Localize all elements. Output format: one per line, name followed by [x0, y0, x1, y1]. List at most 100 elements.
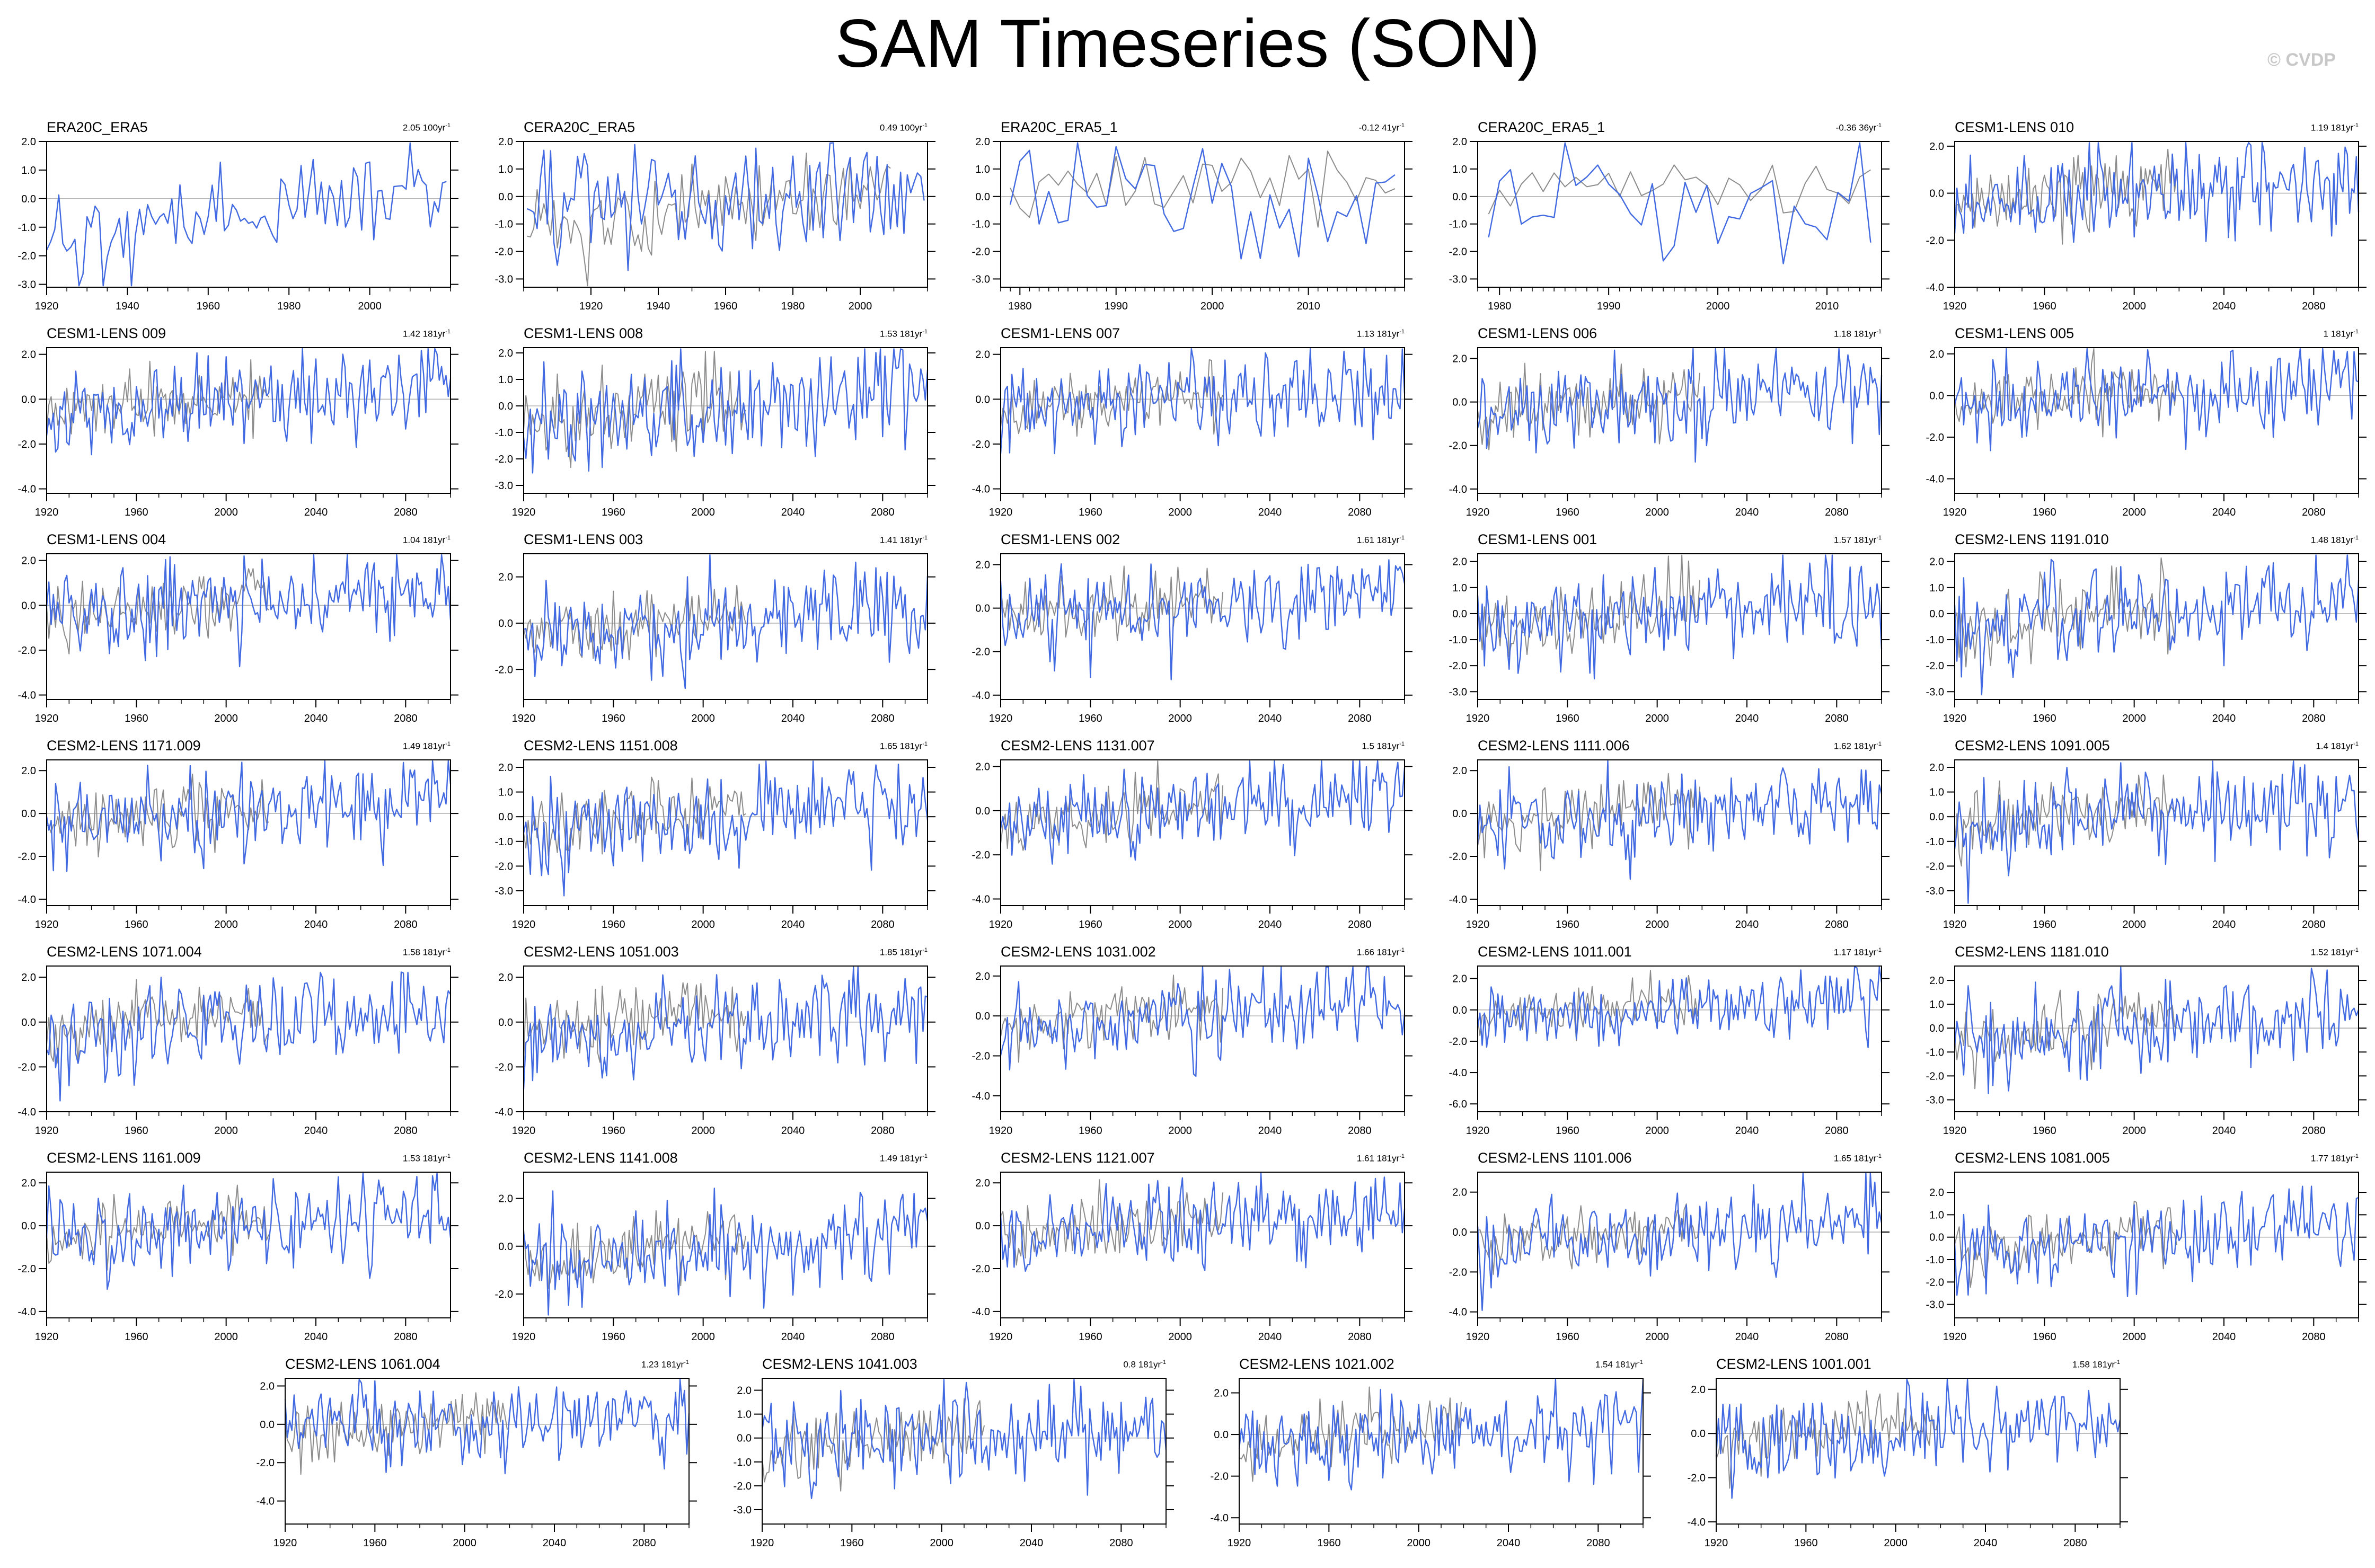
model-series-line [1488, 142, 1871, 264]
x-tick-label: 2080 [1825, 713, 1849, 724]
y-tick-label: 0.0 [1452, 808, 1467, 820]
y-tick-label: -2.0 [1926, 235, 1944, 246]
y-tick-label: 0.0 [498, 811, 513, 823]
observed-series-line [46, 773, 269, 857]
panel-title: CESM2-LENS 1191.010 [1955, 531, 2109, 547]
model-series-line [1477, 760, 1883, 880]
y-tick-label: 0.0 [498, 191, 513, 203]
observed-series-line [523, 982, 747, 1064]
y-tick-label: 0.0 [975, 1011, 990, 1022]
x-tick-label: 2000 [1645, 919, 1669, 931]
y-tick-label: -2.0 [1926, 432, 1944, 444]
y-tick-label: 2.0 [21, 1177, 36, 1189]
x-tick-label: 2000 [2122, 1331, 2146, 1343]
trend-value: 1.58 181yr [2072, 1359, 2115, 1370]
panel-trend-label: 1.77 181yr-1 [2311, 1153, 2359, 1164]
timeseries-plot: 1920 1940 1960 1980 2000 2.0 1.0 0.0 -1.0 -2.0 -3.… [18, 136, 458, 312]
chart-panel: CESM2-LENS 1121.007 1.61 181yr-1 1920 1960 2… [972, 1150, 1412, 1343]
trend-unit-exponent: -1 [922, 122, 928, 129]
x-tick-label: 1960 [1794, 1537, 1818, 1549]
trend-unit-exponent: -1 [2353, 1153, 2359, 1159]
trend-value: 1.61 181yr [1356, 1153, 1400, 1164]
y-tick-label: 1.0 [1452, 164, 1467, 175]
plot-frame [46, 965, 451, 1112]
x-tick-label: 1960 [602, 1331, 625, 1343]
panel-title: CESM2-LENS 1031.002 [1001, 944, 1156, 960]
y-tick-label: -6.0 [1449, 1099, 1467, 1110]
timeseries-plot: 1920 1960 2000 2040 2080 2.0 0.0 -2.0 -4.0 [972, 759, 1412, 931]
plot-frame [1477, 965, 1882, 1112]
y-tick-label: -3.0 [18, 279, 36, 291]
x-tick-label: 1960 [1079, 713, 1102, 724]
y-tick-label: 2.0 [1929, 349, 1944, 360]
y-tick-label: 0.0 [1214, 1429, 1229, 1441]
trend-value: -0.36 36yr [1835, 122, 1877, 133]
y-tick-label: 2.0 [1929, 762, 1944, 774]
y-tick-label: -4.0 [1926, 282, 1944, 294]
observed-series-line [523, 351, 746, 468]
observed-series-line [1954, 774, 2178, 867]
x-tick-label: 2000 [1168, 713, 1192, 724]
x-tick-label: 1960 [1079, 507, 1102, 518]
y-tick-label: -1.0 [1926, 836, 1944, 848]
y-tick-label: 2.0 [21, 972, 36, 984]
y-tick-label: -1.0 [18, 222, 36, 234]
y-tick-label: 0.0 [1452, 1227, 1467, 1238]
plot-frame [1477, 1172, 1882, 1318]
x-tick-label: 1920 [989, 919, 1013, 931]
x-tick-label: 2040 [304, 1331, 328, 1343]
model-series-line [1000, 348, 1406, 455]
x-tick-label: 2080 [1348, 713, 1372, 724]
x-tick-label: 1920 [989, 1125, 1013, 1137]
y-tick-label: -1.0 [1926, 1254, 1944, 1266]
trend-unit-exponent: -1 [445, 329, 451, 335]
trend-value: 0.8 181yr [1123, 1359, 1161, 1370]
chart-panel: CESM2-LENS 1031.002 1.66 181yr-1 1920 1960 2… [972, 944, 1412, 1137]
timeseries-plot: 1920 1960 2000 2040 2080 2.0 0.0 -2.0 -4.0 [1926, 141, 2367, 312]
timeseries-plot: 1920 1960 2000 2040 2080 2.0 0.0 -2.0 -4.0 [972, 347, 1412, 518]
timeseries-plot: 1920 1960 2000 2040 2080 2.0 0.0 -2.0 -4.0 [1688, 1378, 2128, 1549]
y-tick-label: -2.0 [1449, 1266, 1467, 1278]
x-tick-label: 1920 [512, 713, 536, 724]
trend-value: 1.49 181yr [879, 1153, 923, 1164]
model-series-line [1715, 1378, 2121, 1499]
y-tick-label: -2.0 [1449, 1036, 1467, 1048]
x-tick-label: 1920 [1943, 300, 1967, 312]
y-tick-label: 2.0 [1929, 556, 1944, 568]
x-tick-label: 2040 [2212, 919, 2236, 931]
y-tick-label: -3.0 [1926, 1094, 1944, 1106]
y-tick-label: -2.0 [972, 1051, 990, 1062]
y-tick-label: -4.0 [1926, 474, 1944, 485]
x-tick-label: 1920 [1943, 1331, 1967, 1343]
y-tick-label: 0.0 [1929, 390, 1944, 402]
x-tick-label: 1980 [1488, 300, 1512, 312]
y-tick-label: -2.0 [18, 1061, 36, 1073]
trend-value: -0.12 41yr [1358, 122, 1400, 133]
trend-unit-exponent: -1 [1876, 741, 1882, 747]
plot-frame [1000, 553, 1405, 700]
y-tick-label: 2.0 [498, 972, 513, 984]
x-tick-label: 1960 [2033, 300, 2056, 312]
trend-value: 1.58 181yr [402, 947, 446, 958]
panel-trend-label: 1.62 181yr-1 [1834, 741, 1882, 752]
trend-unit-exponent: -1 [1876, 122, 1882, 129]
x-tick-label: 1980 [277, 300, 301, 312]
x-tick-label: 1920 [989, 507, 1013, 518]
page-title: SAM Timeseries (SON) [835, 6, 1540, 82]
plot-frame [1239, 1378, 1644, 1525]
model-series-line [1954, 554, 2360, 696]
chart-panel: CESM2-LENS 1151.008 1.65 181yr-1 1920 1960 2… [495, 738, 935, 931]
panel-trend-label: 1.58 181yr-1 [2072, 1359, 2120, 1370]
y-tick-label: 2.0 [975, 349, 990, 361]
x-tick-label: 1960 [1556, 1125, 1579, 1137]
trend-value: 1.61 181yr [1356, 535, 1400, 545]
panel-trend-label: 1.5 181yr-1 [1362, 741, 1405, 752]
chart-panel: CESM1-LENS 003 1.41 181yr-1 1920 1960 2000 20… [495, 531, 935, 724]
model-series-line [1477, 348, 1883, 463]
panel-trend-label: 1.42 181yr-1 [403, 329, 451, 340]
panel-trend-label: 1.85 181yr-1 [880, 947, 928, 958]
observed-series-line [1239, 1386, 1462, 1482]
x-tick-label: 2080 [871, 713, 895, 724]
y-tick-label: -2.0 [18, 251, 36, 262]
y-tick-label: 1.0 [1929, 582, 1944, 594]
